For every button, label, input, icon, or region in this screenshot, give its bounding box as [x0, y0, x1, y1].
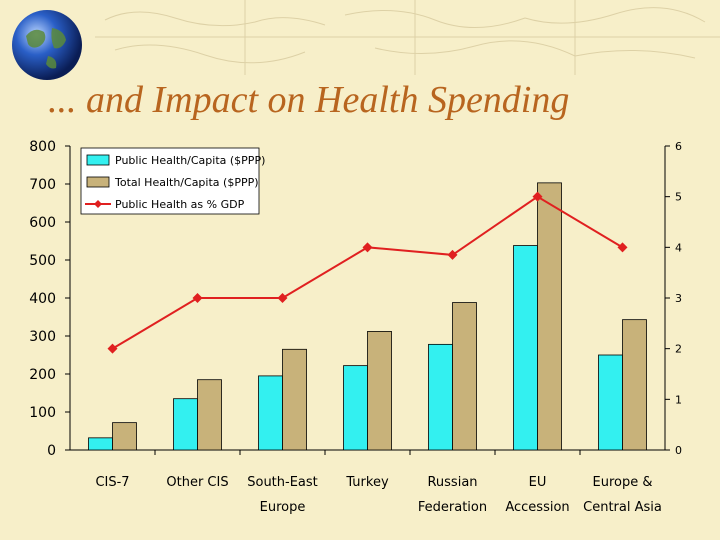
- gdp-share-point: [362, 242, 373, 253]
- legend-gdp-share-marker: [94, 200, 102, 208]
- right-tick-label: 4: [675, 241, 682, 254]
- category-label: Europe &: [593, 475, 653, 490]
- category-label: CIS-7: [95, 475, 129, 490]
- left-tick-label: 700: [29, 177, 56, 193]
- total-health-bar: [282, 348, 307, 451]
- chart-bars: [88, 182, 647, 451]
- public-health-bar: [513, 245, 538, 451]
- category-label: Europe: [260, 500, 306, 515]
- public-health-bar: [598, 354, 623, 451]
- category-label: Russian: [427, 475, 477, 490]
- left-tick-label: 500: [29, 253, 56, 269]
- category-label: Accession: [505, 500, 569, 515]
- gdp-share-point: [107, 343, 118, 354]
- total-health-bar: [622, 319, 647, 451]
- gdp-share-point: [192, 293, 203, 303]
- total-health-bar: [452, 302, 477, 451]
- total-health-bar: [537, 182, 562, 451]
- public-health-bar: [258, 375, 283, 451]
- left-tick-label: 600: [29, 215, 56, 231]
- globe-icon: [12, 10, 82, 80]
- world-map-decoration: [95, 0, 720, 75]
- gdp-share-point: [617, 242, 628, 253]
- public-health-bar: [88, 437, 113, 451]
- left-tick-label: 0: [47, 443, 56, 459]
- left-tick-label: 400: [29, 291, 56, 307]
- total-health-bar: [367, 331, 392, 451]
- total-health-bar: [112, 422, 137, 451]
- public-health-bar: [173, 398, 198, 451]
- gdp-share-point: [447, 249, 458, 260]
- right-tick-label: 6: [675, 140, 682, 153]
- right-tick-label: 2: [675, 343, 682, 356]
- legend-public-health-label: Public Health/Capita ($PPP): [115, 154, 265, 167]
- total-health-bar: [197, 379, 222, 451]
- gdp-share-point: [532, 191, 543, 202]
- slide-title: ... and Impact on Health Spending: [48, 79, 570, 121]
- public-health-bar: [428, 343, 453, 451]
- right-tick-label: 3: [675, 292, 682, 305]
- legend-public-health-swatch: [86, 154, 110, 166]
- right-tick-label: 0: [675, 444, 682, 457]
- public-health-bar: [343, 365, 368, 451]
- left-tick-label: 300: [29, 329, 56, 345]
- left-tick-label: 800: [29, 139, 56, 155]
- left-tick-label: 200: [29, 367, 56, 383]
- legend-total-health-swatch: [86, 176, 110, 188]
- category-label: Federation: [418, 500, 487, 515]
- category-label: EU: [529, 475, 547, 490]
- chart-legend: Public Health/Capita ($PPP) Total Health/…: [80, 147, 265, 215]
- category-label: Other CIS: [166, 475, 228, 490]
- right-tick-label: 5: [675, 191, 682, 204]
- legend-total-health-label: Total Health/Capita ($PPP): [114, 176, 259, 189]
- chart-line: [107, 191, 628, 354]
- category-label: South-East: [247, 475, 318, 490]
- category-label: Central Asia: [583, 500, 662, 515]
- right-tick-label: 1: [675, 393, 682, 406]
- gdp-share-point: [277, 293, 288, 303]
- legend-gdp-share-label: Public Health as % GDP: [115, 198, 245, 211]
- category-label: Turkey: [345, 475, 389, 490]
- left-tick-label: 100: [29, 405, 56, 421]
